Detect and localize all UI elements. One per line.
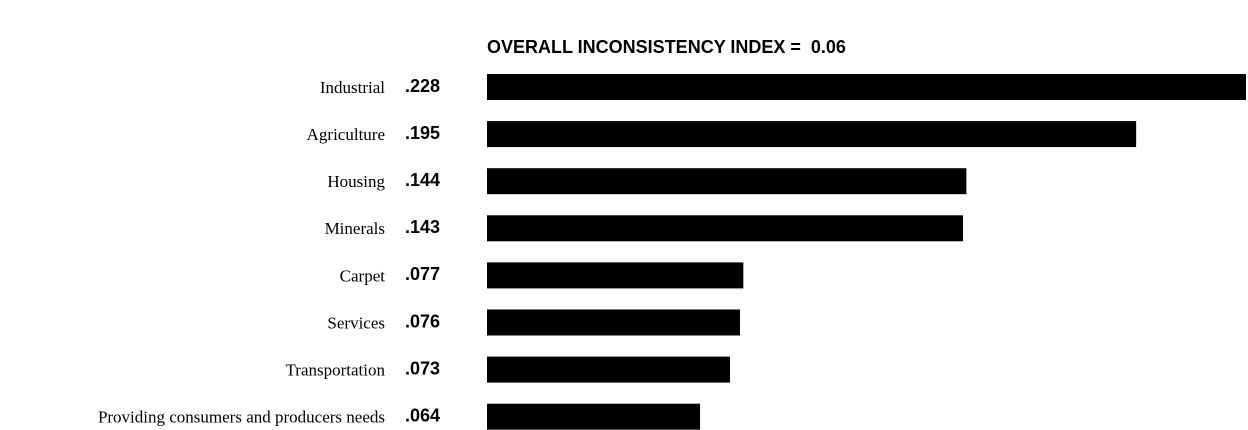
value-label: .077 bbox=[405, 264, 440, 284]
value-label: .144 bbox=[405, 170, 440, 190]
category-label: Industrial bbox=[320, 78, 385, 97]
category-label: Transportation bbox=[286, 361, 386, 380]
category-label: Services bbox=[327, 313, 385, 332]
value-label: .076 bbox=[405, 311, 440, 331]
category-label: Providing consumers and producers needs bbox=[98, 408, 385, 427]
category-label: Minerals bbox=[325, 219, 385, 238]
value-label: .143 bbox=[405, 217, 440, 237]
chart-title: OVERALL INCONSISTENCY INDEX = 0.06 bbox=[487, 37, 846, 57]
value-label: .064 bbox=[405, 405, 440, 425]
category-label: Carpet bbox=[340, 266, 386, 285]
value-label: .228 bbox=[405, 76, 440, 96]
bar bbox=[487, 356, 731, 383]
category-label: Agriculture bbox=[307, 125, 385, 144]
bar bbox=[487, 309, 740, 336]
bar bbox=[487, 403, 701, 430]
category-label: Housing bbox=[327, 172, 385, 191]
bar bbox=[487, 168, 967, 195]
bar bbox=[487, 215, 964, 242]
value-label: .073 bbox=[405, 358, 440, 378]
bar bbox=[487, 121, 1137, 148]
bar bbox=[487, 74, 1246, 100]
value-label: .195 bbox=[405, 123, 440, 143]
bar bbox=[487, 262, 744, 289]
